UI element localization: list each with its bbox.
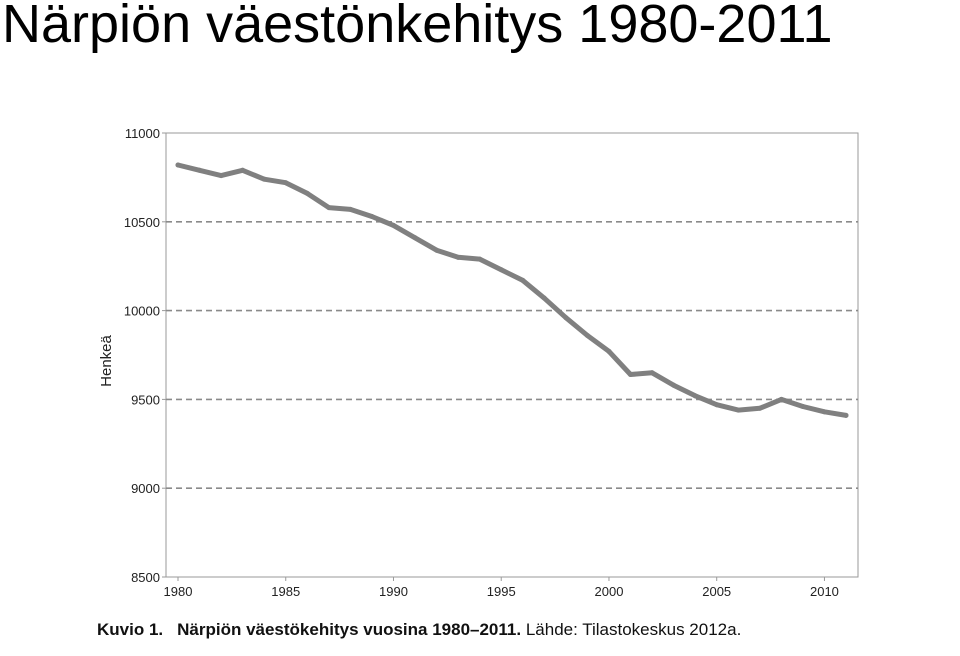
data-point-2003 <box>671 382 677 388</box>
data-point-1982 <box>218 173 224 179</box>
data-point-2005 <box>714 402 720 408</box>
data-point-2007 <box>757 405 763 411</box>
x-tick-label-1985: 1985 <box>271 584 300 599</box>
data-point-1992 <box>434 247 440 253</box>
data-point-2002 <box>649 370 655 376</box>
data-point-2004 <box>692 393 698 399</box>
data-point-1989 <box>369 213 375 219</box>
data-point-1990 <box>390 222 396 228</box>
data-point-1984 <box>261 176 267 182</box>
data-point-1999 <box>584 332 590 338</box>
data-point-1981 <box>197 167 203 173</box>
data-point-1986 <box>304 190 310 196</box>
x-tick-label-2010: 2010 <box>810 584 839 599</box>
y-tick-labels: 8500 9000 9500 10000 10500 11000 <box>124 126 160 585</box>
x-tick-label-2005: 2005 <box>702 584 731 599</box>
data-point-2006 <box>735 407 741 413</box>
y-tick-label-11000: 11000 <box>125 126 160 141</box>
caption-text: Närpiön väestökehitys vuosina 1980–2011. <box>177 620 522 639</box>
data-point-1993 <box>455 254 461 260</box>
data-point-2001 <box>628 372 634 378</box>
data-point-1983 <box>240 167 246 173</box>
x-tick-label-2000: 2000 <box>595 584 624 599</box>
series-group <box>175 162 849 418</box>
plot-frame <box>165 132 859 578</box>
y-axis-label: Henkeä <box>98 334 115 386</box>
data-point-1991 <box>412 235 418 241</box>
x-tick-label-1995: 1995 <box>487 584 516 599</box>
y-tick-label-10000: 10000 <box>124 304 160 319</box>
figure-caption: Kuvio 1. Närpiön väestökehitys vuosina 19… <box>97 620 741 640</box>
data-point-2010 <box>821 409 827 415</box>
data-point-1994 <box>477 256 483 262</box>
data-point-1997 <box>541 295 547 301</box>
caption-label: Kuvio 1. <box>97 620 164 639</box>
caption-source: Lähde: Tilastokeskus 2012a. <box>525 620 742 639</box>
data-point-2008 <box>778 396 784 402</box>
data-point-1988 <box>347 206 353 212</box>
x-tick-labels: 1980 1985 1990 1995 2000 2005 2010 <box>164 577 839 599</box>
population-series-line <box>175 162 849 418</box>
data-point-2011 <box>843 412 849 418</box>
x-tick-label-1990: 1990 <box>379 584 408 599</box>
data-point-2009 <box>800 404 806 410</box>
data-point-1980 <box>175 162 181 168</box>
data-point-1987 <box>326 205 332 211</box>
data-point-1998 <box>563 315 569 321</box>
slide-title: Närpiön väestönkehitys 1980-2011 <box>2 0 833 54</box>
y-tick-label-9500: 9500 <box>131 392 160 407</box>
data-point-1995 <box>498 267 504 273</box>
data-point-1996 <box>520 277 526 283</box>
x-tick-label-1980: 1980 <box>164 584 193 599</box>
y-grid-lines <box>162 132 858 578</box>
data-point-2000 <box>606 348 612 354</box>
y-tick-label-9000: 9000 <box>131 481 160 496</box>
y-tick-label-10500: 10500 <box>124 215 160 230</box>
data-point-1985 <box>283 180 289 186</box>
y-tick-label-8500: 8500 <box>131 570 160 585</box>
